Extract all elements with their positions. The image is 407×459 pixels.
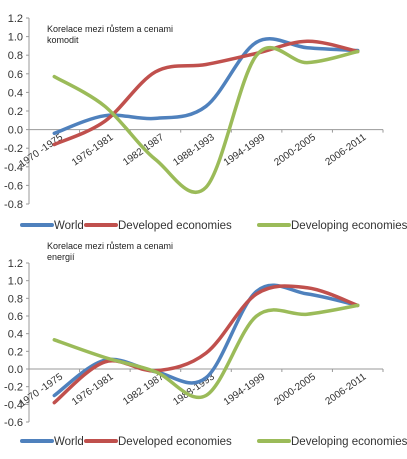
- y-tick-label: 1.0: [8, 276, 23, 288]
- y-tick-label: -0.2: [4, 143, 23, 155]
- y-tick-label: 1.2: [8, 258, 23, 270]
- y-tick-label: 0.6: [8, 311, 23, 323]
- y-tick-label: -0.6: [4, 417, 23, 429]
- x-category-label: 1994-1999: [222, 371, 268, 408]
- y-tick-label: 0.0: [8, 364, 23, 376]
- series-line-developing-economies: [52, 46, 360, 195]
- x-category-label: 2000-2005: [272, 132, 318, 169]
- chart-title: Korelace mezi růstem a cenami: [47, 24, 173, 34]
- chart-title-line-2: komodit: [47, 35, 79, 45]
- legend-label: Developed economies: [118, 436, 232, 448]
- legend-label: Developed economies: [118, 220, 232, 232]
- x-category-label: 2006-2011: [324, 132, 369, 168]
- y-tick-label: 0.4: [8, 329, 23, 341]
- y-tick-label: -0.2: [4, 382, 23, 394]
- x-category-label: 2006-2011: [324, 371, 369, 407]
- y-tick-label: 0.8: [8, 50, 23, 62]
- y-tick-label: -0.4: [4, 399, 23, 411]
- y-tick-label: -0.6: [4, 180, 23, 192]
- commodity-correlation-chart: -0.8 -0.6 -0.4 -0.2 0.0 0.2 0.4 0.6 0.8 1.0 1.2 197…: [4, 13, 407, 232]
- y-tick-label: -0.8: [4, 199, 23, 211]
- legend-label: World: [54, 436, 84, 448]
- y-tick-label: 0.0: [8, 125, 23, 137]
- chart-title: Korelace mezi růstem a cenami: [47, 241, 173, 251]
- y-tick-label: 1.2: [8, 13, 23, 25]
- series-line-developed-economies: [52, 284, 360, 405]
- legend-label: Developing economies: [291, 220, 407, 232]
- legend-label: Developing economies: [291, 436, 407, 448]
- x-category-label: 2000-2005: [272, 371, 318, 408]
- series-line-developing-economies: [52, 303, 360, 400]
- x-category-label: 1994-1999: [222, 132, 268, 169]
- x-category-label: 1982 1987: [121, 371, 166, 407]
- y-tick-label: 0.2: [8, 106, 23, 118]
- x-category-label: 1988-1993: [171, 132, 217, 169]
- legend-label: World: [54, 220, 84, 232]
- series-line-world: [52, 37, 360, 136]
- y-tick-label: -0.4: [4, 162, 23, 174]
- chart-title-line-2: energií: [47, 252, 75, 262]
- series-line-developed-economies: [52, 39, 360, 147]
- y-tick-label: 0.8: [8, 293, 23, 305]
- y-tick-label: 0.4: [8, 87, 23, 99]
- y-tick-label: 0.2: [8, 346, 23, 358]
- y-tick-label: 0.6: [8, 69, 23, 81]
- y-tick-label: 1.0: [8, 32, 23, 44]
- x-category-label: 1970 -1975: [17, 132, 65, 170]
